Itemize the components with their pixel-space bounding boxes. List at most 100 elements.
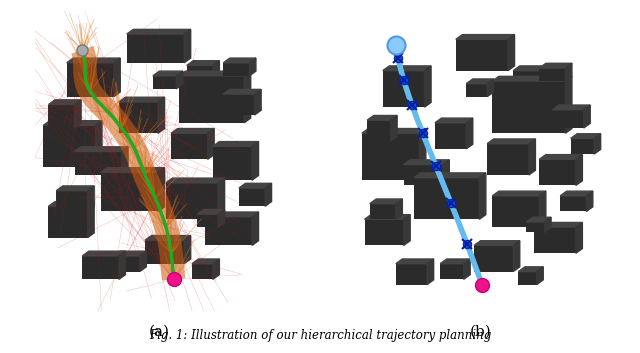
Bar [370,204,396,219]
Bar [75,151,122,175]
Bar [440,264,463,279]
Polygon shape [158,168,164,211]
Bar [49,206,88,238]
Polygon shape [540,191,546,227]
Polygon shape [552,105,590,110]
Polygon shape [67,58,120,63]
Bar [153,76,177,89]
Polygon shape [56,186,94,191]
Polygon shape [565,76,572,133]
Polygon shape [192,259,220,264]
Polygon shape [474,241,520,245]
Polygon shape [487,139,536,144]
Polygon shape [370,199,403,204]
Polygon shape [166,178,225,183]
Polygon shape [576,222,582,253]
Bar [67,63,114,97]
Bar [114,256,140,271]
Polygon shape [119,251,125,279]
Bar [571,138,594,154]
Text: (a): (a) [149,324,170,339]
Polygon shape [456,35,515,39]
Bar [223,94,255,115]
Polygon shape [390,115,397,141]
Bar [179,76,244,123]
Polygon shape [404,160,449,164]
Polygon shape [362,128,426,133]
Polygon shape [250,58,256,76]
Bar [467,84,487,97]
Bar [396,264,427,285]
Polygon shape [75,100,81,128]
Bar [456,39,508,71]
Polygon shape [239,183,271,188]
Polygon shape [396,259,434,264]
Polygon shape [140,251,147,271]
Bar [192,264,213,279]
Polygon shape [435,118,473,123]
Bar [552,110,584,128]
Polygon shape [213,259,220,279]
Polygon shape [197,209,225,214]
Polygon shape [424,66,431,107]
Polygon shape [252,212,259,245]
Polygon shape [594,134,601,154]
Polygon shape [207,128,214,159]
Polygon shape [114,251,147,256]
Polygon shape [71,46,186,281]
Bar [474,245,513,271]
Bar [560,196,586,211]
Polygon shape [508,35,515,71]
Bar [365,219,404,245]
Bar [100,172,158,211]
Bar [56,191,88,211]
Polygon shape [427,259,434,285]
Polygon shape [440,259,470,264]
Bar [404,164,443,185]
Polygon shape [487,79,493,97]
Polygon shape [396,199,403,219]
Polygon shape [179,71,251,76]
Bar [166,183,218,219]
Polygon shape [100,168,164,172]
Bar [492,196,540,227]
Polygon shape [545,66,551,89]
Bar [362,133,419,180]
Polygon shape [479,173,486,219]
Polygon shape [513,66,551,71]
Bar [213,146,252,180]
Polygon shape [540,155,582,159]
Text: Fig. 1: Illustration of our hierarchical trajectory planning: Fig. 1: Illustration of our hierarchical… [149,329,491,342]
Polygon shape [75,147,128,151]
Polygon shape [213,61,220,81]
Polygon shape [184,29,191,63]
Bar [492,81,565,133]
Polygon shape [213,142,259,146]
Polygon shape [205,212,259,217]
Polygon shape [419,128,426,180]
Polygon shape [223,89,261,94]
Bar [513,71,545,89]
Polygon shape [83,251,125,256]
Polygon shape [560,191,593,196]
Polygon shape [171,128,214,133]
Bar [171,133,207,159]
Bar [187,65,213,81]
Polygon shape [492,76,572,81]
Polygon shape [265,183,271,206]
Bar [367,120,390,141]
Polygon shape [122,147,128,175]
Polygon shape [255,89,261,115]
Polygon shape [218,178,225,219]
Polygon shape [463,259,470,279]
Bar [487,144,529,175]
Polygon shape [223,58,256,63]
Bar [435,123,467,149]
Polygon shape [540,63,572,68]
Polygon shape [88,186,94,211]
Polygon shape [365,215,410,219]
Polygon shape [584,105,590,128]
Bar [145,240,184,264]
Polygon shape [545,217,551,232]
Polygon shape [158,97,164,133]
